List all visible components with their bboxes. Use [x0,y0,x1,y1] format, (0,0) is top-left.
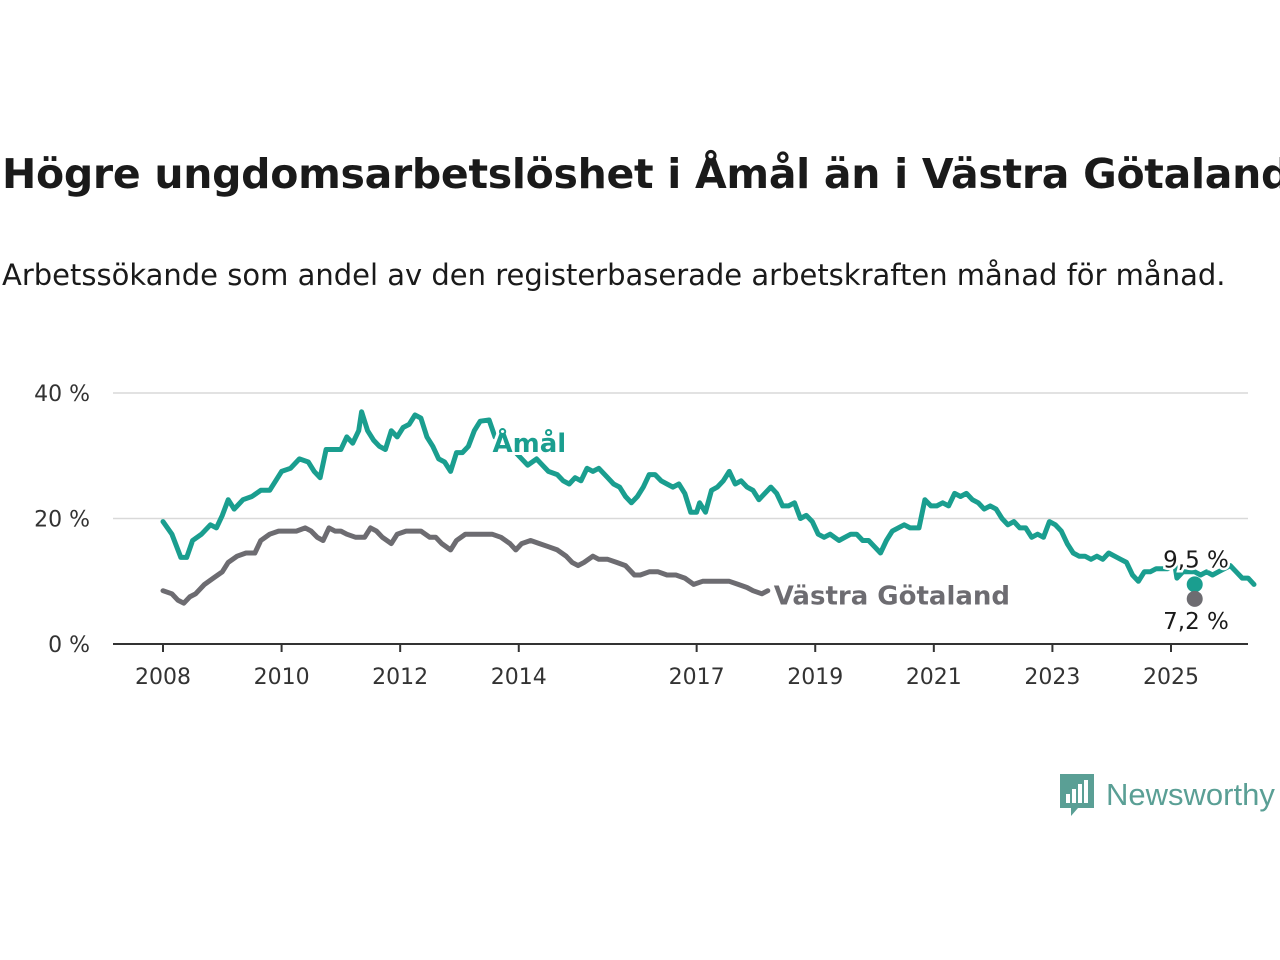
x-tick-label: 2014 [491,665,547,690]
axes: 0 % 20 % 40 % 2008 2010 2012 2014 2017 2019 2021 2… [34,382,1248,690]
x-tick-label: 2025 [1143,665,1199,690]
newsworthy-logo[interactable]: Newsworthy [1058,772,1275,818]
brand-name: Newsworthy [1106,777,1275,812]
newsworthy-logo-icon [1060,774,1094,816]
y-tick-label: 20 % [34,508,90,533]
line-chart: 0 % 20 % 40 % 2008 2010 2012 2014 2017 2019 2021 2… [34,382,1257,690]
x-tick-label: 2008 [135,665,191,690]
y-tick-label: 0 % [48,633,90,658]
chart-title: Högre ungdomsarbetslöshet i Åmål än i Vä… [2,150,1280,198]
x-tick-label: 2012 [372,665,428,690]
grid-lines [113,392,1248,520]
x-tick-label: 2017 [669,665,725,690]
y-tick-label: 40 % [34,382,90,407]
labels: Åmål Västra Götaland 9,5 % 7,2 % [490,424,1232,637]
x-tick-label: 2010 [254,665,310,690]
series-label-vastra-gotaland: Västra Götaland [774,581,1010,611]
end-value-label-amal: 9,5 % [1163,547,1229,573]
x-tick-label: 2021 [906,665,962,690]
end-point-amal [1186,576,1203,593]
x-tick-label: 2023 [1024,665,1080,690]
chart-subtitle: Arbetssökande som andel av den registerb… [2,258,1226,292]
series-lines [160,409,1257,606]
end-value-label-vastra-gotaland: 7,2 % [1163,609,1229,635]
series-label-amal: Åmål [493,427,567,459]
end-point-vastra-gotaland [1186,590,1203,607]
x-tick-label: 2019 [787,665,843,690]
series-line-0 [160,409,1257,587]
series-line-1 [160,525,771,606]
